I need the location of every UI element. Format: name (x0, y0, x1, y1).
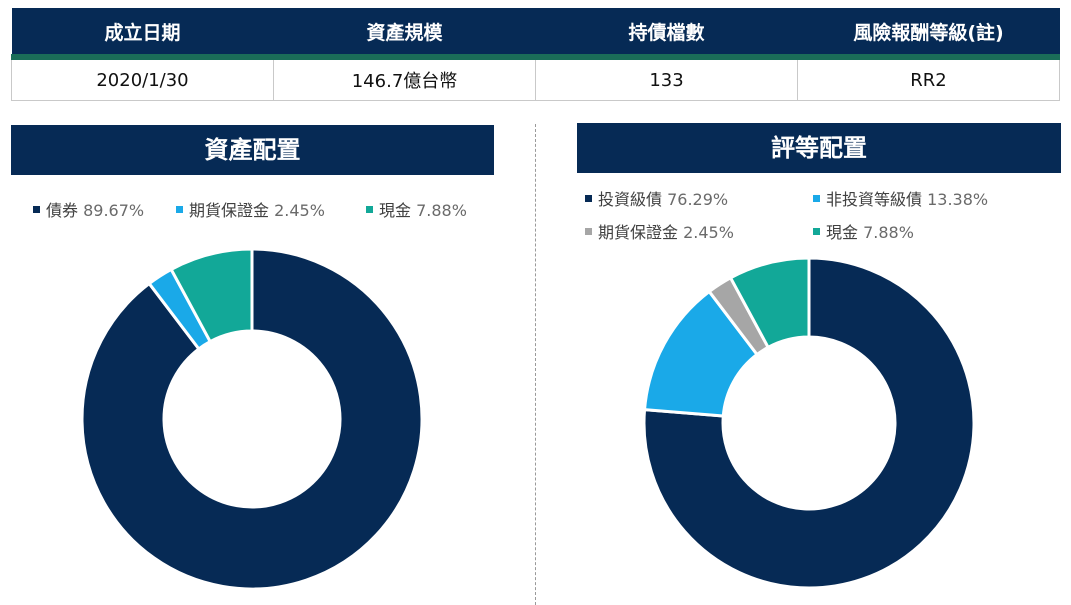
info-value-row: 2020/1/30 146.7億台幣 133 RR2 (11, 57, 1060, 101)
header-risk-level: 風險報酬等級(註) (797, 8, 1060, 60)
header-holdings-count: 持債檔數 (535, 8, 798, 60)
legend-value: 7.88% (863, 223, 914, 242)
legend-value: 2.45% (274, 201, 325, 220)
fund-info-table: 成立日期 資產規模 持債檔數 風險報酬等級(註) 2020/1/30 146.7… (11, 8, 1060, 101)
legend-value: 7.88% (416, 201, 467, 220)
legend-item-futures-margin: 期貨保證金 2.45% (176, 197, 325, 221)
legend-label: 現金 (826, 223, 859, 242)
legend-swatch (813, 228, 820, 235)
legend-label: 期貨保證金 (189, 201, 270, 220)
panel-divider (535, 124, 536, 605)
legend-swatch (176, 206, 183, 213)
donut-slice-2 (169, 247, 254, 344)
donut-slice-0 (642, 256, 976, 590)
donut-slice-0 (80, 247, 424, 591)
rating-allocation-title: 評等配置 (577, 123, 1061, 173)
legend-item-high-yield: 非投資等級債 13.38% (813, 186, 988, 210)
legend-label: 投資級債 (598, 190, 663, 209)
legend-value: 89.67% (83, 201, 145, 220)
value-risk-level: RR2 (797, 57, 1060, 101)
legend-value: 2.45% (683, 223, 734, 242)
legend-item-investment-grade: 投資級債 76.29% (585, 186, 728, 210)
legend-swatch (33, 206, 40, 213)
info-header-row: 成立日期 資產規模 持債檔數 風險報酬等級(註) (11, 8, 1060, 60)
legend-item-cash: 現金 7.88% (366, 197, 467, 221)
legend-label: 非投資等級債 (826, 190, 923, 209)
header-fund-size: 資產規模 (273, 8, 536, 60)
legend-label: 現金 (379, 201, 412, 220)
legend-swatch (585, 228, 592, 235)
legend-swatch (366, 206, 373, 213)
legend-item-cash: 現金 7.88% (813, 219, 914, 243)
legend-swatch (585, 195, 592, 202)
asset-allocation-title: 資產配置 (11, 125, 494, 175)
legend-item-bonds: 債券 89.67% (33, 197, 144, 221)
header-inception-date: 成立日期 (11, 8, 274, 60)
legend-label: 期貨保證金 (598, 223, 679, 242)
donut-slice-3 (729, 256, 811, 349)
legend-label: 債券 (46, 201, 79, 220)
legend-swatch (813, 195, 820, 202)
legend-value: 76.29% (667, 190, 729, 209)
legend-item-futures-margin: 期貨保證金 2.45% (585, 219, 734, 243)
value-inception-date: 2020/1/30 (11, 57, 274, 101)
legend-value: 13.38% (927, 190, 989, 209)
value-holdings-count: 133 (535, 57, 798, 101)
